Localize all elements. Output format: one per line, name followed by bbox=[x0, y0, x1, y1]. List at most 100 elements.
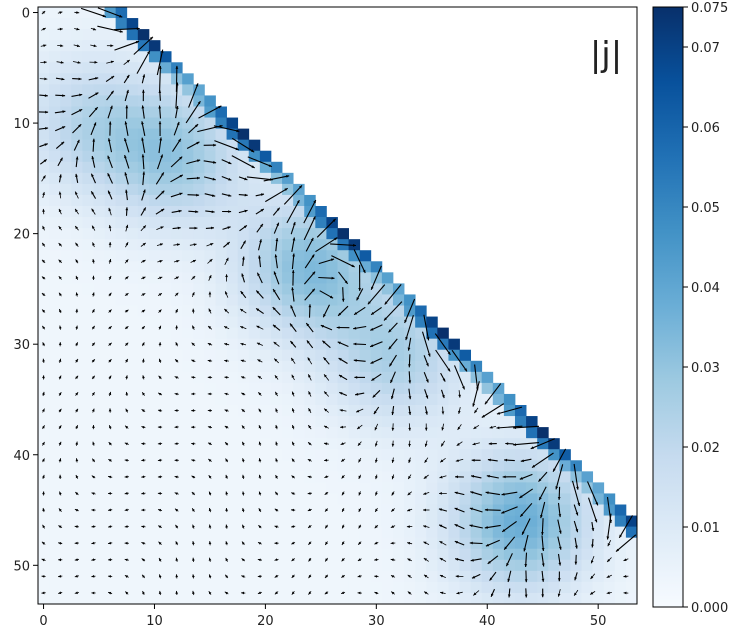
heatmap-cell bbox=[448, 449, 460, 461]
heatmap-cell bbox=[282, 449, 294, 461]
heatmap-cell bbox=[359, 371, 372, 384]
heatmap-cell bbox=[370, 360, 383, 373]
colorbar-tick-label: 0.04 bbox=[691, 281, 720, 296]
quiver-arrowhead bbox=[135, 41, 139, 44]
heatmap-cell bbox=[226, 438, 239, 450]
quiver-arrowhead bbox=[141, 475, 145, 479]
quiver-arrowhead bbox=[218, 105, 222, 109]
heatmap-cell bbox=[104, 427, 117, 439]
heatmap-cell bbox=[82, 526, 94, 539]
heatmap-cell bbox=[293, 559, 305, 572]
heatmap-cell bbox=[115, 294, 128, 306]
heatmap-cell bbox=[248, 405, 261, 417]
quiver-arrowhead bbox=[208, 291, 212, 295]
quiver-arrowhead bbox=[42, 458, 45, 462]
quiver-arrowhead bbox=[59, 309, 62, 313]
heatmap-cell bbox=[326, 371, 338, 384]
heatmap-cell bbox=[93, 327, 105, 340]
heatmap-cell bbox=[370, 416, 383, 428]
quiver-arrowhead bbox=[606, 575, 610, 578]
plot-area: |j| bbox=[37, 6, 638, 605]
heatmap-cell bbox=[259, 338, 272, 351]
heatmap-cell bbox=[215, 393, 227, 406]
quiver-arrowhead bbox=[374, 525, 378, 529]
heatmap-cell bbox=[337, 581, 349, 594]
quiver-arrowhead bbox=[440, 459, 444, 463]
heatmap-cell bbox=[259, 559, 272, 572]
quiver-arrowhead bbox=[95, 92, 99, 96]
quiver-arrowhead bbox=[541, 548, 545, 551]
quiver-arrowhead bbox=[487, 560, 491, 564]
heatmap-cell bbox=[171, 482, 183, 494]
heatmap-cell bbox=[259, 261, 272, 273]
quiver-arrowhead bbox=[91, 591, 95, 595]
quiver-arrowhead bbox=[197, 176, 200, 180]
heatmap-cell bbox=[49, 559, 61, 572]
heatmap-cell bbox=[614, 559, 627, 572]
heatmap-cell bbox=[392, 427, 405, 439]
heatmap-cell bbox=[315, 405, 327, 417]
heatmap-cell bbox=[204, 393, 216, 406]
heatmap-cell bbox=[215, 338, 227, 351]
quiver-arrowhead bbox=[408, 411, 412, 415]
quiver-arrowhead bbox=[469, 524, 473, 528]
heatmap-cell bbox=[148, 172, 161, 185]
quiver-arrowhead bbox=[258, 255, 261, 259]
heatmap-cell bbox=[49, 283, 61, 295]
heatmap-cell bbox=[548, 482, 560, 494]
heatmap-cell bbox=[160, 360, 172, 373]
heatmap-cell bbox=[248, 261, 261, 273]
quiver-arrowhead bbox=[473, 426, 477, 429]
heatmap-cell bbox=[82, 51, 94, 63]
heatmap-cell bbox=[248, 382, 261, 395]
heatmap-cell bbox=[348, 305, 361, 317]
heatmap-cell bbox=[448, 504, 460, 516]
heatmap-cell bbox=[215, 360, 227, 373]
heatmap-cell bbox=[82, 581, 94, 594]
heatmap-cell bbox=[259, 581, 272, 594]
quiver-arrowhead bbox=[342, 508, 345, 512]
heatmap-cell bbox=[182, 570, 194, 583]
heatmap-cell bbox=[38, 559, 50, 572]
quiver-arrowhead bbox=[125, 358, 128, 363]
heatmap-cell bbox=[71, 62, 83, 74]
heatmap-cell bbox=[182, 305, 194, 317]
quiver-arrowhead bbox=[391, 396, 394, 400]
heatmap-cell bbox=[160, 261, 172, 273]
heatmap-cell bbox=[82, 139, 94, 152]
heatmap-cell bbox=[304, 261, 316, 273]
quiver-arrowhead bbox=[207, 359, 211, 363]
heatmap-cell bbox=[104, 250, 117, 262]
heatmap-cell bbox=[115, 84, 128, 96]
heatmap-cell bbox=[315, 360, 327, 373]
heatmap-cell bbox=[182, 73, 194, 85]
heatmap-cell bbox=[115, 95, 128, 107]
heatmap-cell bbox=[392, 460, 405, 472]
heatmap-cell bbox=[160, 228, 172, 240]
heatmap-cell bbox=[215, 515, 227, 528]
quiver-arrowhead bbox=[161, 190, 165, 194]
heatmap-cell bbox=[60, 548, 72, 561]
heatmap-cell bbox=[93, 405, 105, 417]
heatmap-cell bbox=[514, 570, 527, 583]
heatmap-cell bbox=[370, 382, 383, 395]
quiver-arrowhead bbox=[108, 225, 112, 229]
heatmap-cell bbox=[304, 360, 316, 373]
heatmap-cell bbox=[304, 416, 316, 428]
heatmap-cell bbox=[426, 581, 438, 594]
heatmap-cell bbox=[126, 581, 139, 594]
quiver-arrowhead bbox=[75, 259, 79, 263]
heatmap-cell bbox=[171, 416, 183, 428]
heatmap-cell bbox=[570, 548, 582, 561]
quiver-arrowhead bbox=[92, 275, 95, 279]
heatmap-cell bbox=[426, 592, 438, 604]
heatmap-cell bbox=[359, 493, 372, 505]
heatmap-cell bbox=[215, 592, 227, 604]
heatmap-cell bbox=[148, 84, 161, 96]
quiver-arrowhead bbox=[240, 291, 244, 295]
heatmap-cell bbox=[237, 327, 250, 340]
heatmap-cell bbox=[293, 482, 305, 494]
quiver-arrowhead bbox=[75, 156, 79, 160]
heatmap-cell bbox=[315, 515, 327, 528]
heatmap-cell bbox=[559, 548, 571, 561]
